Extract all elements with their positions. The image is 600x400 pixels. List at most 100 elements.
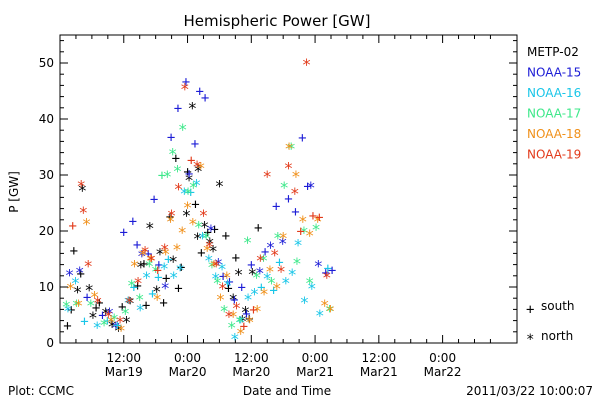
data-point: *	[77, 181, 87, 200]
data-point: +	[245, 311, 253, 327]
data-point: *	[82, 215, 92, 234]
data-point: *	[88, 308, 98, 327]
data-point: +	[142, 298, 150, 314]
data-point: *	[248, 264, 258, 283]
y-axis-label: P [GW]	[7, 171, 21, 213]
data-point: *	[193, 161, 203, 180]
data-point: *	[306, 178, 316, 197]
data-point: +	[140, 256, 148, 272]
data-point: +	[291, 204, 299, 220]
data-point: *	[292, 254, 302, 273]
data-point: +	[77, 267, 85, 283]
data-point: +	[191, 197, 199, 213]
data-point: *	[256, 251, 266, 270]
data-point: +	[130, 280, 138, 296]
data-point: *	[166, 212, 176, 231]
data-point: +	[328, 263, 336, 279]
data-point: +	[240, 319, 248, 335]
data-point: *	[133, 273, 143, 292]
y-tick-label: 30	[39, 168, 54, 182]
y-tick-label: 10	[39, 280, 54, 294]
data-point: *	[287, 265, 297, 284]
data-point: +	[238, 280, 246, 296]
data-point: *	[189, 178, 199, 197]
data-point: *	[322, 268, 332, 287]
data-point: *	[106, 313, 116, 332]
data-point: *	[230, 329, 240, 348]
data-point: *	[276, 262, 286, 281]
data-point: *	[227, 318, 237, 337]
data-point: +	[70, 244, 78, 260]
data-point: +	[324, 261, 332, 277]
data-point: +	[113, 318, 121, 334]
data-point: *	[114, 321, 124, 340]
data-point: *	[172, 240, 182, 259]
data-point: +	[272, 199, 280, 215]
y-tick-label: 0	[46, 336, 54, 350]
data-point: *	[313, 257, 323, 276]
data-point: *	[204, 251, 214, 270]
data-point: *	[144, 257, 154, 276]
data-point: *	[182, 206, 192, 225]
data-point: *	[193, 229, 203, 248]
data-point: *	[173, 161, 183, 180]
x-tick-time: 0:00	[174, 351, 201, 365]
data-point: *	[223, 276, 233, 295]
data-point: *	[196, 159, 206, 178]
data-point: *	[286, 139, 296, 158]
data-point: *	[184, 170, 194, 189]
data-point: *	[262, 167, 272, 186]
data-point: *	[270, 245, 280, 264]
data-point: +	[197, 245, 205, 261]
data-point: *	[74, 296, 84, 315]
marker-symbol: +	[526, 302, 534, 318]
data-point: *	[236, 324, 246, 343]
data-point: *	[208, 241, 218, 260]
data-point: *	[218, 279, 228, 298]
data-point: *	[255, 263, 265, 282]
data-point: *	[206, 221, 216, 240]
data-point: *	[168, 252, 178, 271]
data-point: +	[67, 302, 75, 318]
data-point: +	[275, 255, 283, 271]
data-point: *	[265, 262, 275, 281]
data-point: *	[205, 237, 215, 256]
data-point: *	[209, 257, 219, 276]
data-point: *	[267, 273, 277, 292]
data-point: *	[284, 159, 294, 178]
data-point: *	[232, 299, 242, 318]
data-point: *	[125, 294, 135, 313]
data-point: +	[269, 283, 277, 299]
data-point: *	[122, 313, 132, 332]
data-point: *	[224, 307, 234, 326]
data-point: +	[118, 300, 126, 316]
data-point: *	[252, 301, 262, 320]
x-axis: 12:00Mar190:00Mar2012:00Mar200:00Mar2112…	[75, 35, 491, 379]
x-tick-date: Mar20	[169, 365, 207, 379]
x-tick-time: 12:00	[106, 351, 141, 365]
data-point: *	[217, 259, 227, 278]
data-point: +	[148, 287, 156, 303]
data-point: *	[152, 290, 162, 309]
data-point: +	[95, 296, 103, 312]
legend-entry: NOAA-15	[527, 66, 581, 80]
legend-entry: METP-02	[527, 45, 579, 59]
data-point: *	[107, 317, 117, 336]
data-point: +	[249, 302, 257, 318]
data-point: *	[65, 266, 75, 285]
legend-entry: NOAA-18	[527, 127, 581, 141]
data-point: +	[174, 281, 182, 297]
data-point: *	[111, 318, 121, 337]
data-point: *	[235, 313, 245, 332]
data-point: *	[160, 240, 170, 259]
data-point: *	[115, 313, 125, 332]
data-point: *	[305, 226, 315, 245]
data-point: *	[121, 304, 131, 323]
data-point: *	[135, 290, 145, 309]
data-point: *	[222, 268, 232, 287]
data-point: *	[305, 273, 315, 292]
data-point: +	[144, 246, 152, 262]
data-point: *	[72, 296, 82, 315]
data-point: *	[187, 99, 197, 118]
data-point: *	[198, 229, 208, 248]
